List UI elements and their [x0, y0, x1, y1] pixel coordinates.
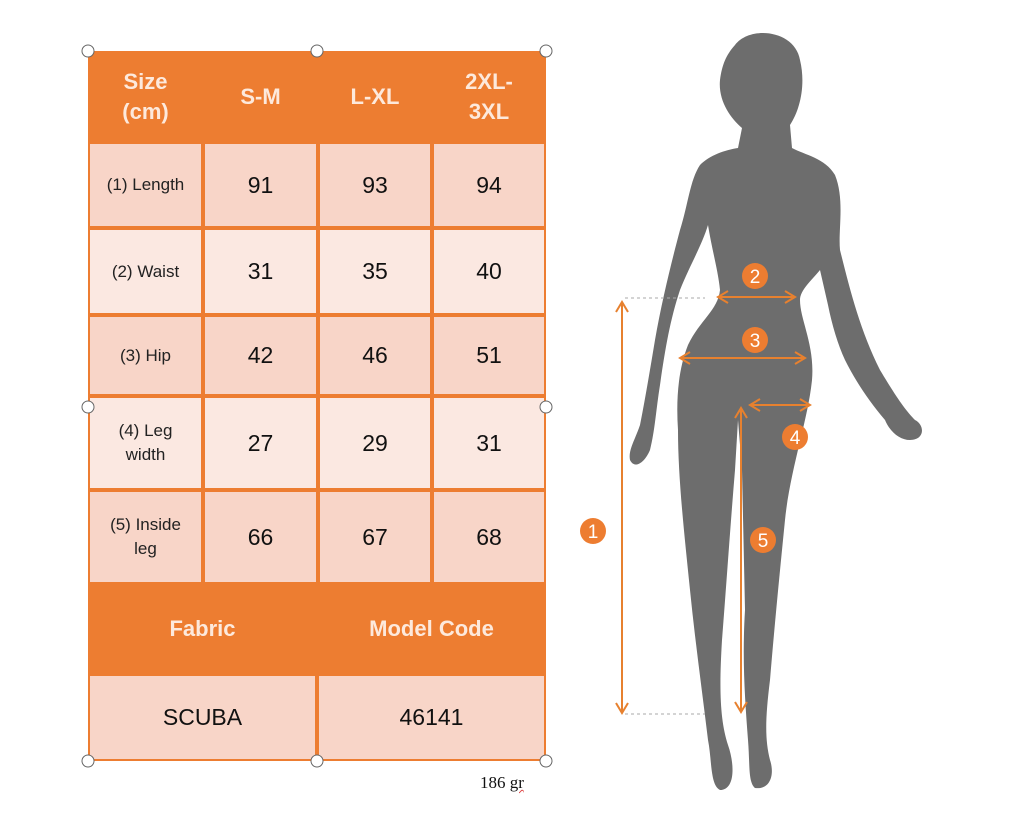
- table-cell-text: 31: [476, 429, 502, 456]
- table-cell-text: 35: [362, 258, 388, 284]
- column-header-text: S-M: [240, 83, 281, 109]
- table-cell-text: 91: [247, 171, 274, 198]
- table-cell-text: 93: [362, 171, 388, 198]
- resize-handle-bottom-right[interactable]: [539, 754, 553, 768]
- table-cell: 31: [432, 396, 546, 490]
- resize-handle-top-left[interactable]: [81, 44, 95, 58]
- resize-handle-top[interactable]: [310, 44, 324, 58]
- fabric-header: Fabric: [88, 584, 317, 674]
- table-cell: 40: [432, 228, 546, 315]
- marker-number: 1: [588, 522, 599, 543]
- marker-number: 3: [750, 331, 761, 352]
- column-header: Size (cm): [88, 51, 203, 142]
- woman-silhouette: [629, 33, 922, 790]
- model-code-header-text: Model Code: [369, 616, 494, 641]
- table-cell-text: 94: [476, 171, 502, 198]
- column-header: 2XL-3XL: [432, 51, 546, 142]
- fabric-header-text: Fabric: [169, 616, 236, 641]
- marker-1: 1: [580, 518, 606, 544]
- model-code-header: Model Code: [317, 584, 546, 674]
- table-cell-text: 51: [476, 342, 502, 368]
- table-cell-text: 27: [247, 429, 274, 456]
- table-cell: 27: [203, 396, 318, 490]
- column-header-text: 2XL-3XL: [465, 68, 513, 124]
- marker-2: 2: [742, 263, 768, 289]
- resize-handle-bottom[interactable]: [310, 754, 324, 768]
- column-header: L-XL: [318, 51, 432, 142]
- resize-handle-top-right[interactable]: [539, 44, 553, 58]
- row-label-text: (3) Hip: [119, 345, 171, 365]
- model-code-value-text: 46141: [399, 704, 464, 730]
- table-cell-text: 66: [247, 523, 274, 550]
- table-cell-text: 42: [247, 342, 274, 368]
- resize-handle-right[interactable]: [539, 400, 553, 414]
- table-cell: 29: [318, 396, 432, 490]
- table-cell: 66: [203, 490, 318, 584]
- table-cell: 42: [203, 315, 318, 396]
- table-cell: 51: [432, 315, 546, 396]
- column-header-text: Size (cm): [122, 68, 169, 124]
- weight-label: 186 gr: [480, 773, 524, 792]
- marker-number: 4: [790, 428, 801, 449]
- table-cell: 91: [203, 142, 318, 228]
- table-cell-text: 67: [362, 523, 388, 550]
- row-label-text: (2) Waist: [111, 261, 180, 281]
- row-label: (3) Hip: [88, 315, 203, 396]
- marker-number: 2: [750, 267, 761, 288]
- marker-3: 3: [742, 327, 768, 353]
- table-cell: 31: [203, 228, 318, 315]
- marker-number: 5: [758, 531, 769, 552]
- table-cell: 67: [318, 490, 432, 584]
- table-cell-text: 40: [476, 258, 502, 284]
- body-measurement-figure: 1 2 3 4 5: [580, 33, 922, 790]
- table-cell-text: 31: [247, 258, 274, 284]
- row-label-text: (5) Inside leg: [110, 515, 181, 558]
- column-header-text: L-XL: [350, 83, 400, 109]
- resize-handle-left[interactable]: [81, 400, 95, 414]
- fabric-value-text: SCUBA: [162, 704, 243, 730]
- resize-handle-bottom-left[interactable]: [81, 754, 95, 768]
- table-cell: 35: [318, 228, 432, 315]
- column-header: S-M: [203, 51, 318, 142]
- marker-4: 4: [782, 424, 808, 450]
- table-cell-text: 68: [476, 523, 502, 550]
- table-cell: 46: [318, 315, 432, 396]
- row-label: (4) Leg width: [88, 396, 203, 490]
- table-cell: 93: [318, 142, 432, 228]
- row-label-text: (1) Length: [106, 175, 185, 194]
- row-label: (2) Waist: [88, 228, 203, 315]
- table-cell-text: 29: [362, 429, 388, 456]
- row-label: (5) Inside leg: [88, 490, 203, 584]
- fabric-value: SCUBA: [88, 674, 317, 761]
- row-label: (1) Length: [88, 142, 203, 228]
- row-label-text: (4) Leg width: [118, 421, 173, 464]
- marker-5: 5: [750, 527, 776, 553]
- model-code-value: 46141: [317, 674, 546, 761]
- table-cell: 68: [432, 490, 546, 584]
- table-cell: 94: [432, 142, 546, 228]
- measurement-arrows: [615, 290, 812, 715]
- table-cell-text: 46: [362, 342, 388, 368]
